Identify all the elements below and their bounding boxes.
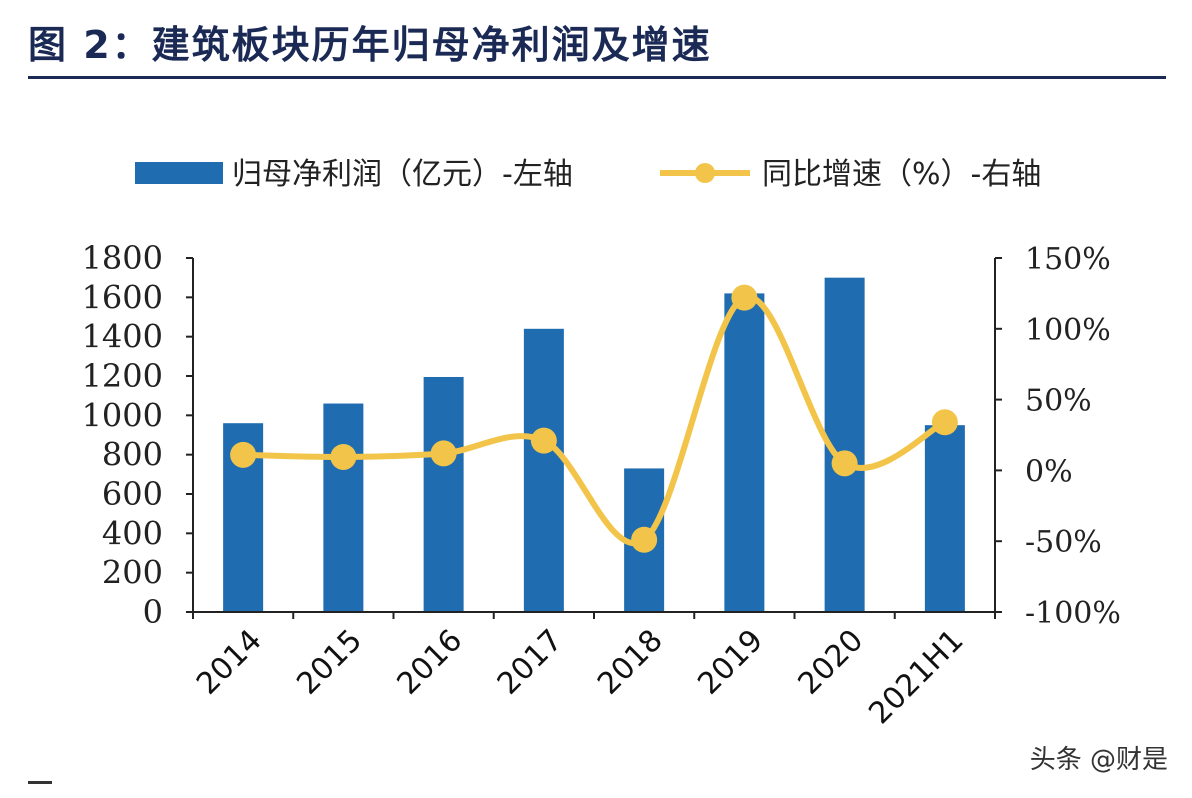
legend-line-marker [695,163,715,183]
growth-point-2017 [530,427,557,454]
right-tick-label: 0% [1025,454,1073,489]
x-tick-label: 2016 [391,623,470,702]
legend-line-label: 同比增速（%）-右轴 [762,157,1041,192]
title-divider [28,76,1166,79]
x-tick-label: 2021H1 [862,623,970,731]
bar-2017 [523,328,564,612]
chart-title: 图 2：建筑板块历年归母净利润及增速 [28,23,712,67]
corner-mark [28,781,52,784]
growth-point-2014 [230,441,257,468]
left-tick-label: 600 [102,475,163,513]
bar-2021H1 [924,425,965,612]
right-tick-label: -50% [1025,525,1102,560]
growth-point-2015 [330,443,357,470]
bar-2016 [423,376,464,612]
x-tick-label: 2019 [691,623,770,702]
growth-point-2016 [430,440,457,467]
x-tick-label: 2014 [190,623,269,702]
right-tick-label: 100% [1025,313,1111,348]
left-tick-label: 400 [102,514,163,552]
left-tick-label: 1400 [82,318,163,356]
x-tick-label: 2018 [591,623,670,702]
left-tick-label: 200 [102,554,163,592]
legend-bar-swatch [135,162,223,184]
right-tick-label: -100% [1025,596,1121,631]
x-tick-label: 2017 [491,623,570,702]
legend-bar-label: 归母净利润（亿元）-左轴 [232,157,573,192]
bar-2019 [724,293,765,612]
growth-point-2019 [731,284,758,311]
x-tick-label: 2020 [792,623,871,702]
x-tick-label: 2015 [290,623,369,702]
growth-point-2018 [631,526,658,553]
watermark: 头条 @财是 [1029,745,1168,775]
bar-2015 [323,403,364,612]
left-tick-label: 1200 [82,357,163,395]
right-tick-label: 150% [1025,242,1111,277]
left-tick-label: 1600 [82,278,163,316]
left-tick-label: 800 [102,436,163,474]
growth-point-2020 [831,450,858,477]
left-tick-label: 1800 [82,239,163,277]
left-tick-label: 1000 [82,396,163,434]
growth-point-2021H1 [931,409,958,436]
left-tick-label: 0 [143,593,163,631]
right-tick-label: 50% [1025,384,1092,419]
